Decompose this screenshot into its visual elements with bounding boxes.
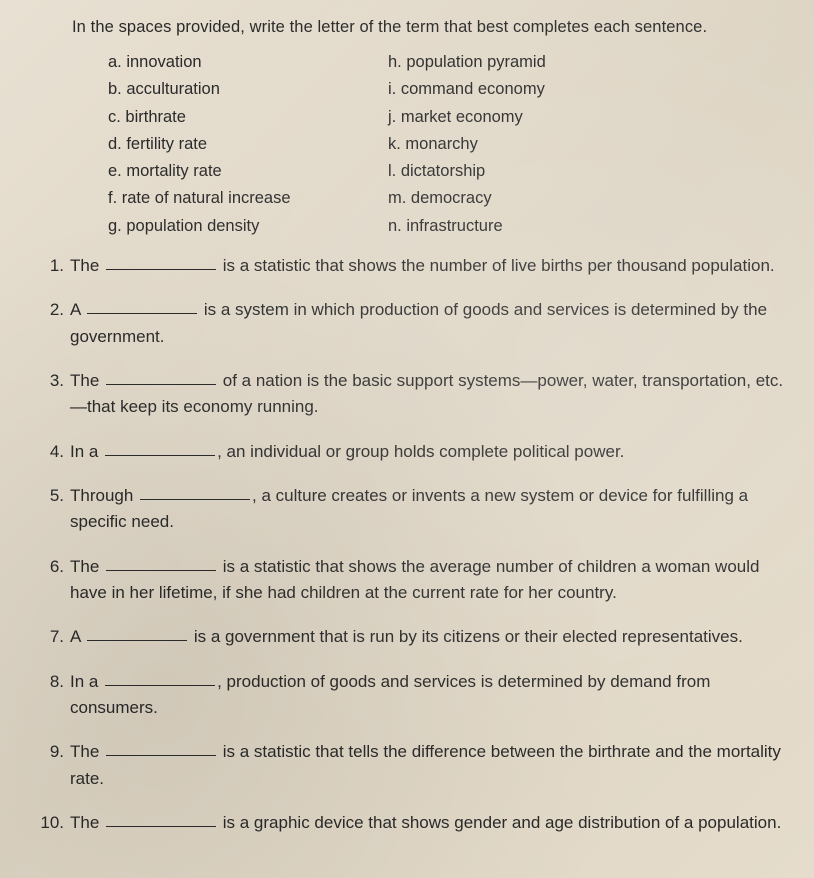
- question-text: The of a nation is the basic support sys…: [70, 368, 786, 421]
- question-text: The is a statistic that shows the number…: [70, 253, 786, 279]
- term-f: f. rate of natural increase: [108, 187, 388, 209]
- answer-blank-6[interactable]: [106, 553, 216, 571]
- q4-post: , an individual or group holds complete …: [217, 442, 624, 461]
- question-text: Through , a culture creates or invents a…: [70, 483, 786, 536]
- q1-pre: The: [70, 256, 104, 275]
- term-d: d. fertility rate: [108, 133, 388, 155]
- term-e: e. mortality rate: [108, 160, 388, 182]
- q5-pre: Through: [70, 486, 138, 505]
- question-1: 1. The is a statistic that shows the num…: [40, 253, 786, 279]
- question-text: A is a system in which production of goo…: [70, 297, 786, 350]
- question-text: A is a government that is run by its cit…: [70, 624, 786, 650]
- answer-blank-10[interactable]: [106, 809, 216, 827]
- question-number: 4.: [40, 439, 70, 465]
- question-number: 2.: [40, 297, 70, 350]
- term-h: h. population pyramid: [388, 51, 546, 73]
- question-4: 4. In a , an individual or group holds c…: [40, 439, 786, 465]
- q1-post: is a statistic that shows the number of …: [218, 256, 775, 275]
- term-b: b. acculturation: [108, 78, 388, 100]
- terms-list: a. innovation b. acculturation c. birthr…: [108, 51, 786, 237]
- q2-pre: A: [70, 300, 85, 319]
- question-2: 2. A is a system in which production of …: [40, 297, 786, 350]
- term-c: c. birthrate: [108, 106, 388, 128]
- answer-blank-4[interactable]: [105, 438, 215, 456]
- q10-post: is a graphic device that shows gender an…: [218, 813, 781, 832]
- q7-pre: A: [70, 627, 85, 646]
- question-number: 5.: [40, 483, 70, 536]
- question-text: The is a statistic that shows the averag…: [70, 554, 786, 607]
- question-number: 8.: [40, 669, 70, 722]
- answer-blank-2[interactable]: [87, 296, 197, 314]
- question-7: 7. A is a government that is run by its …: [40, 624, 786, 650]
- question-number: 1.: [40, 253, 70, 279]
- terms-col-right: h. population pyramid i. command economy…: [388, 51, 546, 237]
- answer-blank-1[interactable]: [106, 252, 216, 270]
- answer-blank-8[interactable]: [105, 668, 215, 686]
- question-text: In a , an individual or group holds comp…: [70, 439, 786, 465]
- term-i: i. command economy: [388, 78, 546, 100]
- question-5: 5. Through , a culture creates or invent…: [40, 483, 786, 536]
- q9-pre: The: [70, 742, 104, 761]
- term-a: a. innovation: [108, 51, 388, 73]
- answer-blank-5[interactable]: [140, 482, 250, 500]
- question-number: 6.: [40, 554, 70, 607]
- question-number: 9.: [40, 739, 70, 792]
- answer-blank-9[interactable]: [106, 738, 216, 756]
- question-number: 7.: [40, 624, 70, 650]
- question-text: In a , production of goods and services …: [70, 669, 786, 722]
- terms-col-left: a. innovation b. acculturation c. birthr…: [108, 51, 388, 237]
- q4-pre: In a: [70, 442, 103, 461]
- question-9: 9. The is a statistic that tells the dif…: [40, 739, 786, 792]
- questions-list: 1. The is a statistic that shows the num…: [40, 253, 786, 837]
- question-3: 3. The of a nation is the basic support …: [40, 368, 786, 421]
- answer-blank-7[interactable]: [87, 623, 187, 641]
- q7-post: is a government that is run by its citiz…: [189, 627, 743, 646]
- answer-blank-3[interactable]: [106, 367, 216, 385]
- q6-pre: The: [70, 557, 104, 576]
- question-text: The is a graphic device that shows gende…: [70, 810, 786, 836]
- term-m: m. democracy: [388, 187, 546, 209]
- question-text: The is a statistic that tells the differ…: [70, 739, 786, 792]
- instruction-text: In the spaces provided, write the letter…: [72, 18, 786, 37]
- term-k: k. monarchy: [388, 133, 546, 155]
- term-g: g. population density: [108, 215, 388, 237]
- question-number: 10.: [40, 810, 70, 836]
- q8-pre: In a: [70, 672, 103, 691]
- question-8: 8. In a , production of goods and servic…: [40, 669, 786, 722]
- question-number: 3.: [40, 368, 70, 421]
- term-n: n. infrastructure: [388, 215, 546, 237]
- question-6: 6. The is a statistic that shows the ave…: [40, 554, 786, 607]
- term-j: j. market economy: [388, 106, 546, 128]
- term-l: l. dictatorship: [388, 160, 546, 182]
- question-10: 10. The is a graphic device that shows g…: [40, 810, 786, 836]
- q3-pre: The: [70, 371, 104, 390]
- q10-pre: The: [70, 813, 104, 832]
